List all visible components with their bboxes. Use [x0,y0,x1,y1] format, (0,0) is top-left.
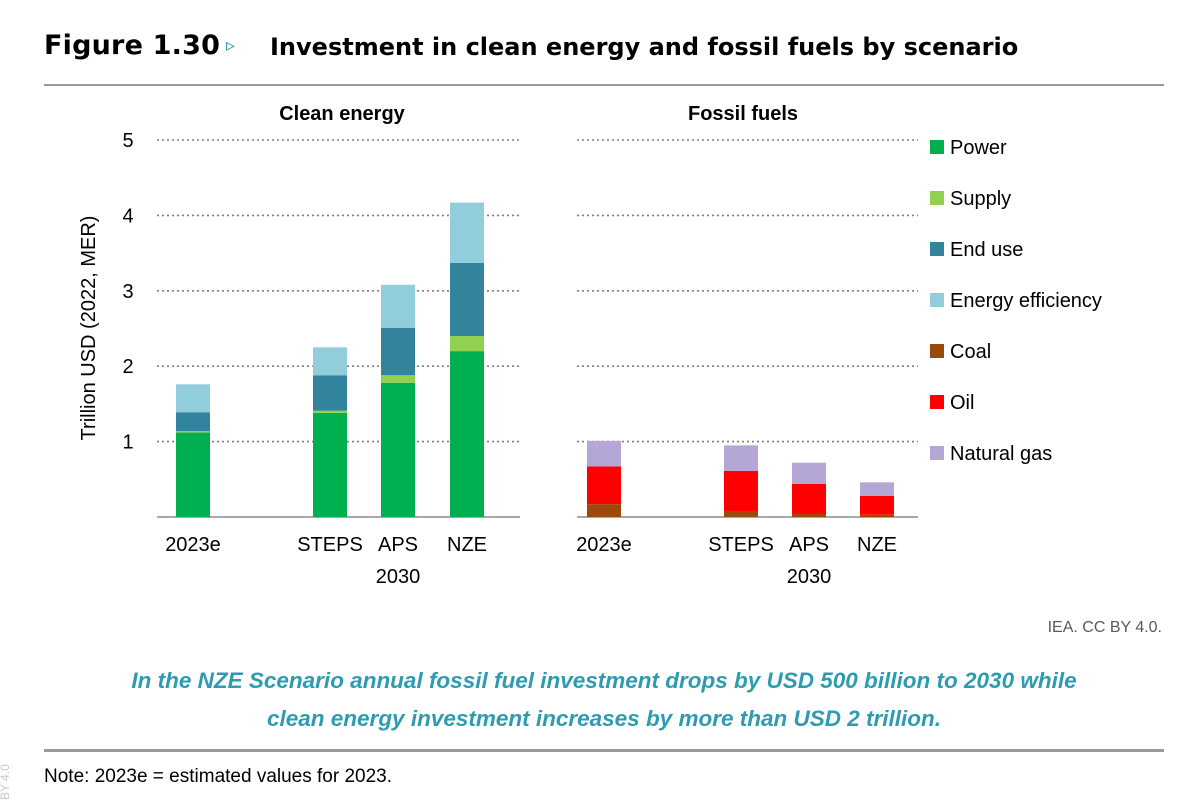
figure-number: Figure 1.30 [44,30,221,61]
bar-segment-end-use [450,262,484,337]
top-divider [44,84,1164,86]
bar-segment-natural-gas [587,440,621,467]
y-tick-label: 3 [122,281,133,303]
bar-segment-supply [176,431,210,433]
legend-label: Power [950,137,1007,159]
y-tick-label: 4 [122,205,133,227]
x-tick-label: STEPS [297,534,363,556]
x-tick-label: 2023e [165,534,221,556]
x-group-label: 2030 [787,566,832,588]
bar-segment-coal [587,504,621,517]
figure-header: Figure 1.30 ▹ Investment in clean energy… [44,30,1164,70]
legend-label: Energy efficiency [950,290,1102,312]
legend-swatch [930,293,944,307]
legend-swatch [930,446,944,460]
bar-segment-supply [450,336,484,352]
x-tick-label: 2023e [576,534,632,556]
bar-segment-oil [587,466,621,505]
chart: Trillion USD (2022, MER) 1 2 3 4 5 Clean energ… [78,103,1102,588]
y-tick-label: 5 [122,130,133,152]
caption: In the NZE Scenario annual fossil fuel i… [44,662,1164,738]
legend-label: Coal [950,341,991,363]
y-tick-label: 1 [122,432,133,454]
x-tick-label: NZE [857,534,897,556]
legend-swatch [930,191,944,205]
bar-segment-power [176,432,210,517]
bar-segment-end-use [381,327,415,376]
y-tick-label: 2 [122,356,133,378]
bar-segment-coal [724,510,758,517]
bar-segment-coal [860,514,894,517]
legend-label: Supply [950,188,1011,210]
legend-label: Oil [950,392,974,414]
legend-swatch [930,344,944,358]
x-tick-label: APS [378,534,418,556]
legend-swatch [930,395,944,409]
license-watermark: BY 4.0 [0,764,12,800]
caption-line-2: clean energy investment increases by mor… [267,706,941,731]
x-tick-label: APS [789,534,829,556]
panel-title: Clean energy [279,103,405,125]
legend-label: End use [950,239,1023,261]
bar-segment-power [381,382,415,517]
triangle-arrow-icon: ▹ [226,35,236,55]
panel-title: Fossil fuels [688,103,798,125]
bar-segment-end-use [176,412,210,432]
bar-segment-oil [792,483,826,514]
bar-segment-power [450,351,484,517]
bar-segment-supply [313,410,347,413]
legend-swatch [930,140,944,154]
legend-swatch [930,242,944,256]
bar-segment-power [313,412,347,517]
bar-segment-coal [792,513,826,517]
note: Note: 2023e = estimated values for 2023. [44,766,393,787]
bar-segment-energy-efficiency [450,202,484,263]
bar-segment-energy-efficiency [313,347,347,376]
bar-segment-natural-gas [860,482,894,496]
bar-segment-supply [381,375,415,383]
bar-segment-energy-efficiency [176,384,210,413]
bar-segment-oil [860,495,894,515]
bar-segment-natural-gas [724,445,758,472]
figure-title: Investment in clean energy and fossil fu… [270,33,1019,61]
caption-line-1: In the NZE Scenario annual fossil fuel i… [131,668,1077,693]
bar-segment-oil [724,471,758,511]
bar-segment-natural-gas [792,462,826,484]
x-tick-label: NZE [447,534,487,556]
x-group-label: 2030 [376,566,421,588]
x-tick-label: STEPS [708,534,774,556]
bottom-divider [44,749,1164,752]
bar-segment-energy-efficiency [381,284,415,328]
y-axis-title: Trillion USD (2022, MER) [78,216,100,441]
legend-label: Natural gas [950,443,1052,465]
bar-segment-end-use [313,375,347,411]
source-credit: IEA. CC BY 4.0. [1047,619,1162,636]
